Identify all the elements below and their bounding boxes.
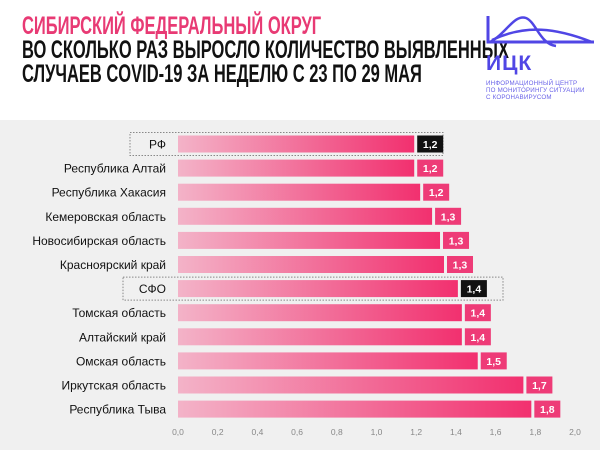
bar [178, 304, 462, 322]
bar [178, 135, 415, 153]
data-label-box [423, 183, 450, 201]
x-tick-label: 0,0 [172, 427, 184, 437]
bar [178, 352, 478, 370]
data-label-box [443, 231, 470, 249]
category-label: Республика Хакасия [52, 186, 166, 200]
bar [178, 207, 433, 225]
data-label-box [460, 280, 487, 298]
highlight-frame [122, 276, 504, 301]
category-label: СФО [139, 282, 166, 296]
data-label: 1,7 [532, 380, 547, 392]
data-label: 1,8 [540, 404, 555, 416]
data-label-box [464, 304, 491, 322]
bar-chart: РФ 1,2 Республика Алтай 1,2 Республика Хакас… [32, 132, 581, 437]
data-label: 1,2 [423, 139, 438, 151]
category-label: Новосибирская область [32, 234, 166, 248]
bar [178, 328, 462, 346]
bar [178, 256, 444, 273]
data-label-box [446, 256, 473, 273]
category-label: РФ [149, 138, 166, 152]
logo-name: ИЦК [486, 52, 533, 75]
data-label-box [534, 400, 561, 418]
bar [178, 231, 441, 249]
data-label-box [480, 352, 507, 370]
category-label: Красноярский край [60, 258, 166, 272]
bar [178, 280, 458, 298]
data-label: 1,4 [471, 332, 486, 344]
bar [178, 376, 524, 394]
bar [178, 183, 421, 201]
data-label: 1,3 [453, 260, 468, 272]
x-tick-label: 1,4 [450, 427, 462, 437]
x-tick-label: 1,2 [410, 427, 422, 437]
data-label-box [417, 135, 444, 153]
bar [178, 400, 532, 418]
data-label-box [435, 207, 462, 225]
logo-tagline-3: с коронавирусом [486, 94, 552, 101]
x-tick-label: 0,2 [212, 427, 224, 437]
header: СИБИРСКИЙ ФЕДЕРАЛЬНЫЙ ОКРУГ ВО СКОЛЬКО Р… [22, 12, 600, 88]
x-tick-label: 0,4 [251, 427, 263, 437]
x-tick-label: 1,0 [371, 427, 383, 437]
data-label: 1,4 [471, 308, 486, 320]
data-label: 1,2 [423, 163, 438, 175]
bar [178, 159, 415, 177]
x-tick-label: 1,8 [529, 427, 541, 437]
data-label-box [526, 376, 553, 394]
x-tick-label: 0,6 [291, 427, 303, 437]
data-label-box [464, 328, 491, 346]
category-label: Иркутская область [62, 379, 167, 393]
logo-tagline-1: информационный центр [486, 80, 578, 87]
category-label: Республика Алтай [64, 162, 166, 176]
page-title: СИБИРСКИЙ ФЕДЕРАЛЬНЫЙ ОКРУГ [22, 12, 322, 40]
data-label: 1,4 [467, 284, 482, 296]
x-tick-label: 1,6 [490, 427, 502, 437]
category-label: Алтайский край [79, 330, 166, 344]
data-label-box [417, 159, 444, 177]
data-label: 1,2 [429, 187, 444, 199]
data-label: 1,3 [441, 211, 456, 223]
x-tick-label: 0,8 [331, 427, 343, 437]
category-label: Томская область [72, 306, 166, 320]
chart-panel: РФ 1,2 Республика Алтай 1,2 Республика Хакас… [0, 120, 600, 450]
logo-tagline-2: по мониторингу ситуации [486, 87, 585, 94]
data-label: 1,3 [449, 235, 464, 247]
category-label: Республика Тыва [69, 403, 166, 417]
data-label: 1,5 [486, 356, 501, 368]
subtitle-line-2: СЛУЧАЕВ COVID-19 ЗА НЕДЕЛЮ С 23 ПО 29 МА… [22, 60, 422, 88]
logo-curve-icon [486, 16, 594, 48]
x-tick-label: 2,0 [569, 427, 581, 437]
category-label: Омская область [76, 354, 166, 368]
logo-tagline: информационный центр по мониторингу ситу… [486, 80, 596, 101]
category-label: Кемеровская область [45, 210, 166, 224]
subtitle-line-1: ВО СКОЛЬКО РАЗ ВЫРОСЛО КОЛИЧЕСТВО ВЫЯВЛЕ… [22, 36, 509, 64]
